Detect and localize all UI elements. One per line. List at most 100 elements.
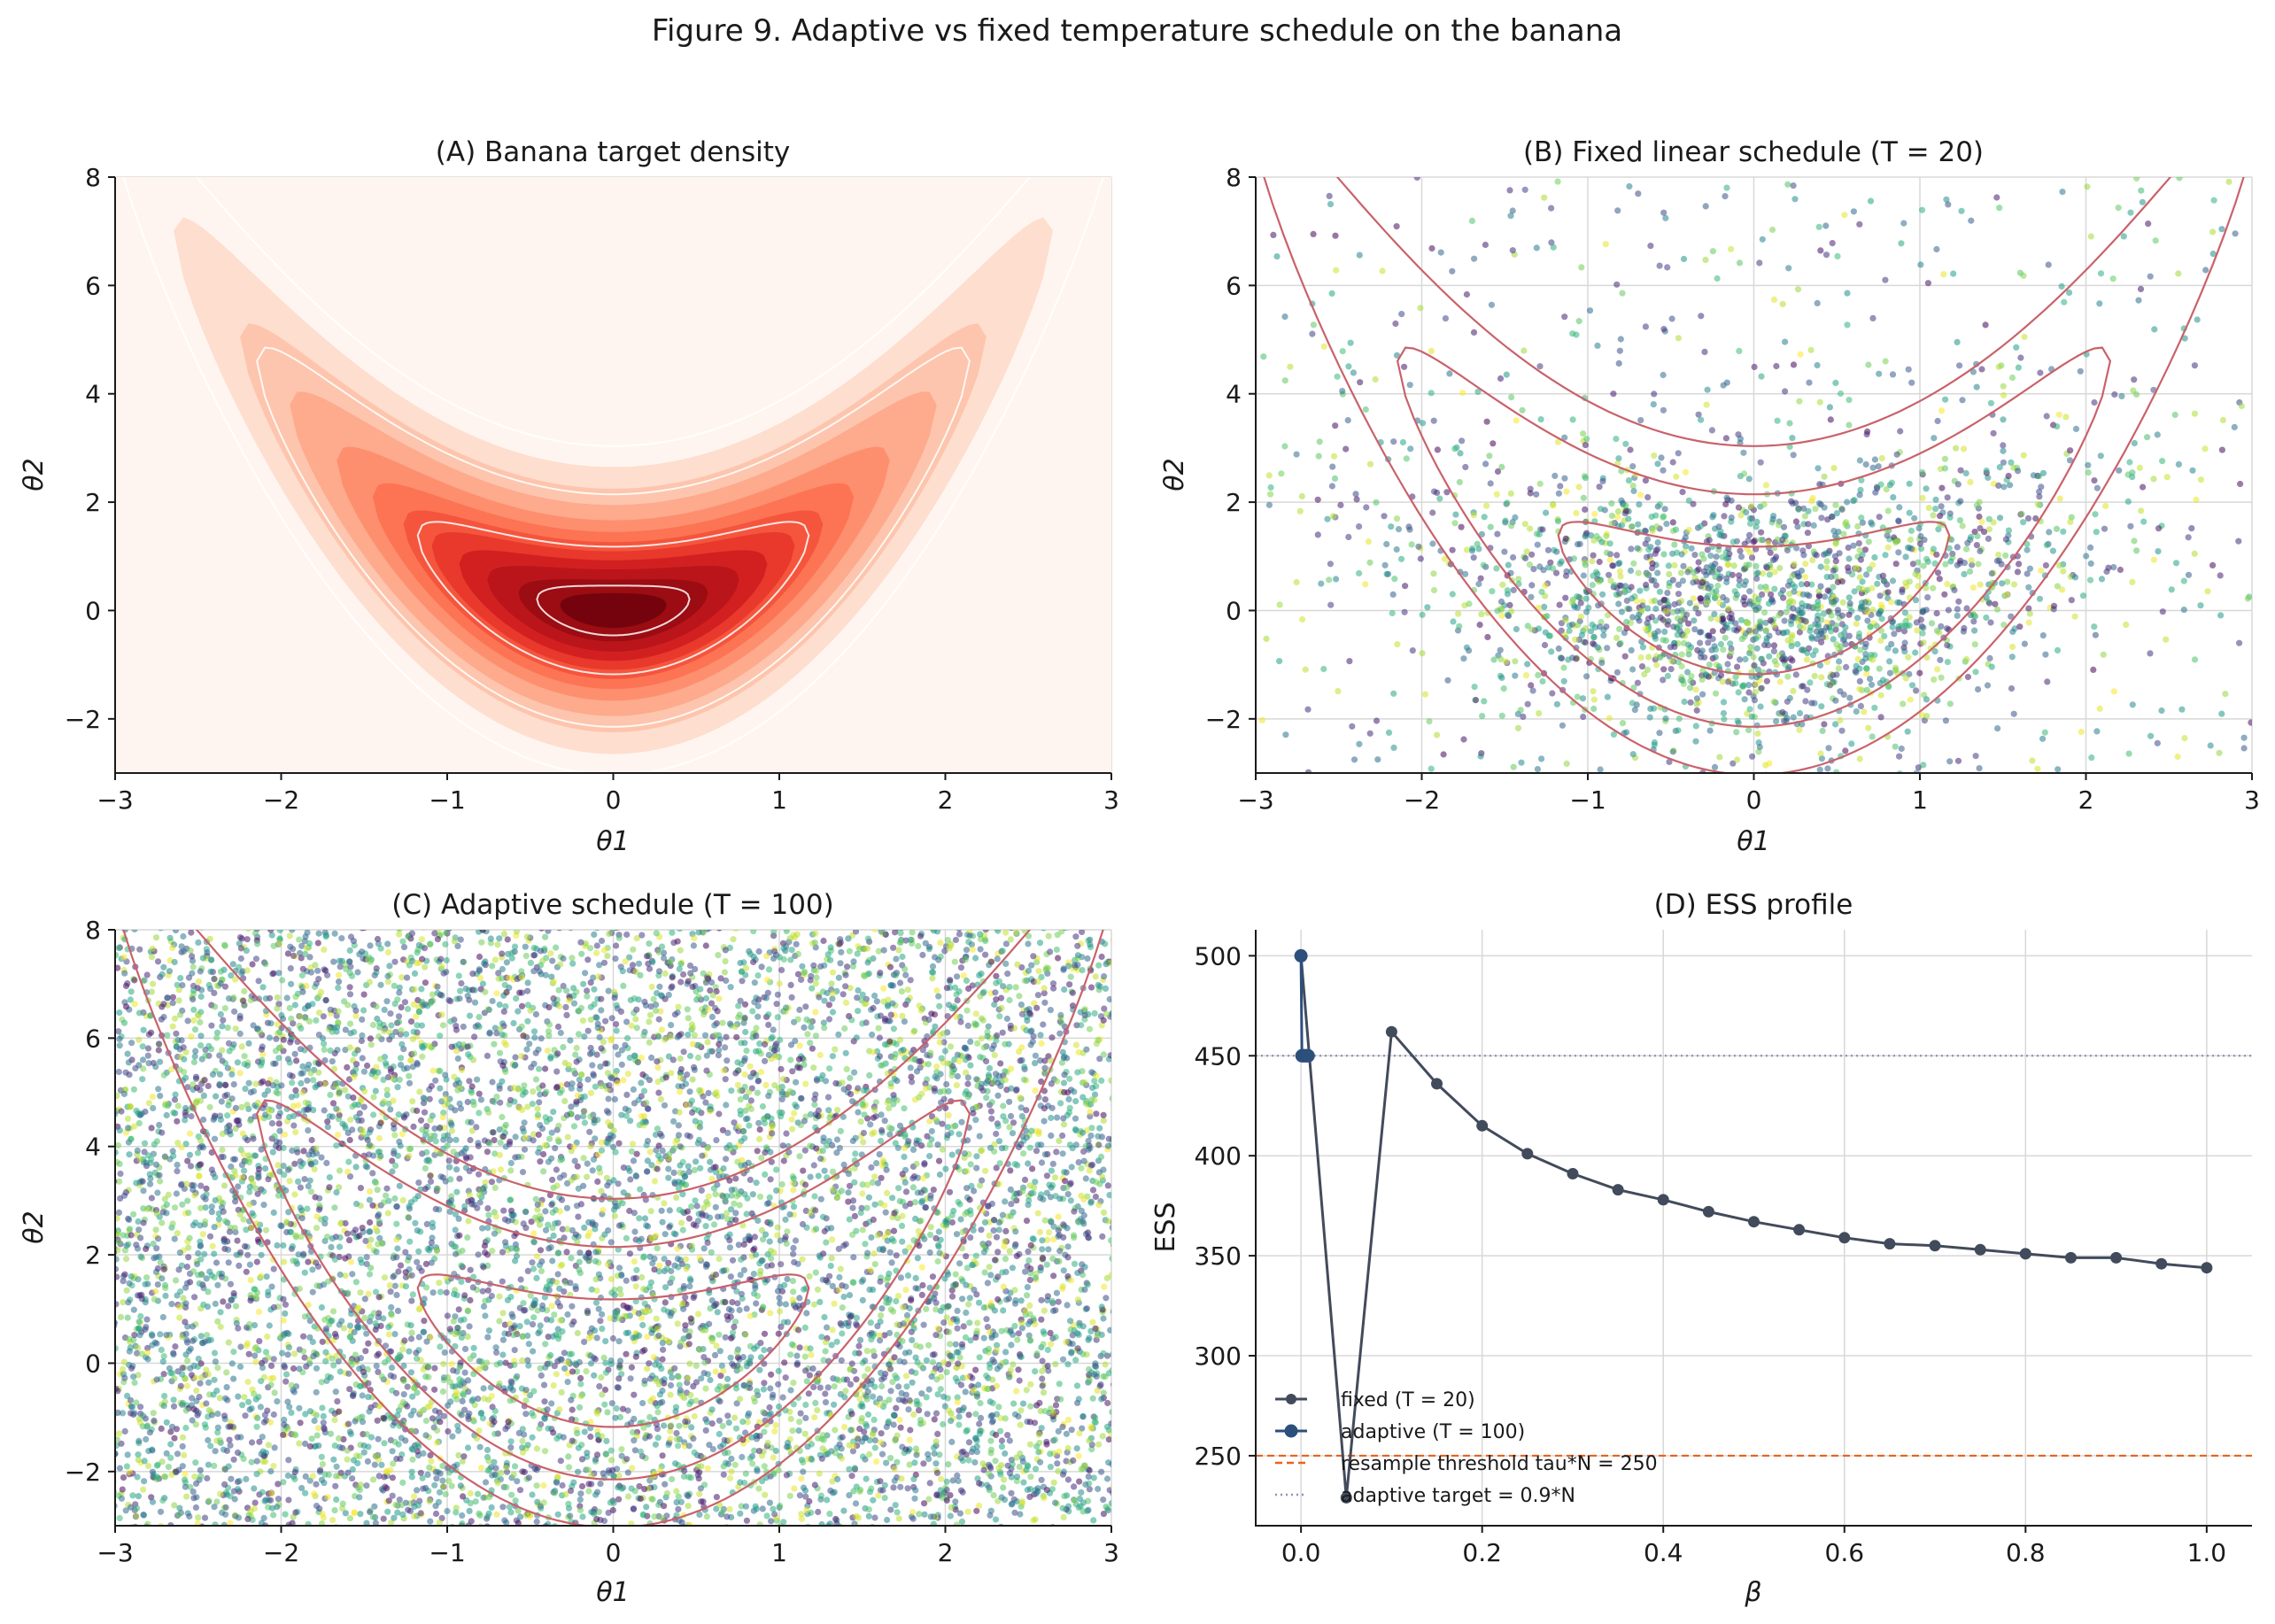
particle [1702,671,1710,678]
density-band [560,592,667,629]
particle [1745,682,1753,689]
particle [701,1032,709,1039]
particle [2174,753,2181,761]
particle [1674,549,1681,556]
particle [467,1296,474,1303]
particle [1622,502,1629,509]
particle [1726,614,1733,622]
particle [1892,743,1899,750]
particle [1434,731,1441,739]
particle [1666,579,1673,586]
particle [2016,623,2024,630]
particle [2101,525,2109,532]
particle [1876,665,1883,672]
particle [521,1146,529,1153]
particle [715,1052,723,1059]
particle [1785,265,1792,272]
particle [512,1497,519,1504]
particle [925,916,931,923]
particle [2155,525,2163,532]
particle [2059,586,2066,593]
particle [1628,584,1635,591]
particle [1533,491,1540,498]
particle [1389,591,1397,599]
particle [1824,765,1831,772]
particle [1609,562,1616,569]
particle [1799,609,1807,616]
particle [1497,375,1505,383]
particle [1938,623,1945,630]
particle [1335,688,1342,695]
particle [1630,560,1637,567]
particle [1356,569,1363,577]
particle [1698,653,1705,661]
particle [1794,286,1802,293]
particle [921,1500,928,1507]
particle [1985,599,1993,607]
particle [239,1130,246,1137]
particle [1877,692,1884,699]
particle [922,940,929,947]
particle [1996,557,2003,564]
particle [336,1243,344,1250]
particle [2072,425,2080,432]
particle [1020,1479,1027,1486]
particle [1919,608,1926,615]
particle [2066,289,2073,297]
particle [1832,501,1839,508]
particle [1330,452,1338,460]
particle [1884,544,1892,551]
particle [313,1225,321,1232]
particle [1688,673,1695,680]
particle [1616,568,1623,576]
particle [1383,540,1390,548]
particle [1877,481,1884,488]
particle [895,1185,902,1192]
particle [533,1253,541,1260]
particle [930,1187,937,1194]
particle [719,1422,726,1430]
particle [1724,661,1731,668]
particle [252,955,259,963]
particle [253,1528,259,1535]
particle [2191,410,2198,417]
particle [1593,532,1600,540]
particle [236,919,242,925]
x-tick-label: −2 [263,785,299,815]
particle [1843,663,1850,671]
particle [2055,411,2062,418]
particle [1745,531,1753,539]
particle [837,1265,844,1272]
particle [1565,656,1572,663]
particle [1699,676,1706,684]
particle [1661,628,1668,636]
particle [1697,639,1704,646]
particle [1243,573,1250,579]
particle [932,1410,940,1417]
particle [1954,757,1962,764]
particle [1855,540,1862,547]
particle [1636,617,1643,624]
particle [162,1284,169,1291]
particle [1324,515,1331,522]
particle [248,1528,254,1535]
particle [1978,518,1985,525]
particle [1562,594,1569,601]
particle [1483,502,1490,509]
particle [2209,561,2217,569]
particle [738,1503,745,1510]
particle [2123,621,2130,629]
particle [863,1348,871,1355]
particle [1660,551,1668,558]
particle [208,1203,215,1210]
panel-a-density [115,177,1111,773]
particle [685,1168,693,1175]
particle [2131,376,2138,383]
particle [1735,504,1742,511]
particle [786,1492,793,1499]
particle [1962,469,1969,477]
particle [2154,739,2161,746]
particle [1822,251,1830,259]
particle [1946,514,1954,521]
